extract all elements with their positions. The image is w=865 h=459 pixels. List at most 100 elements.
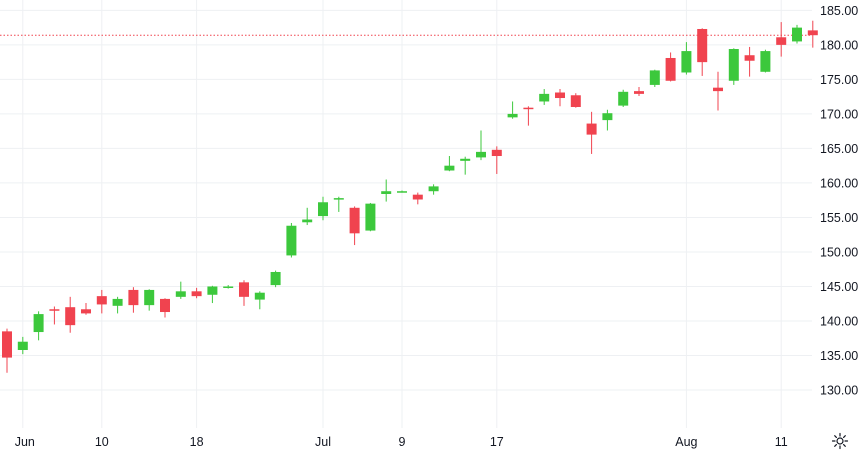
candle[interactable] — [207, 285, 218, 304]
candle[interactable] — [175, 281, 186, 299]
candle[interactable] — [33, 311, 44, 341]
candle[interactable] — [491, 146, 502, 174]
candle-body — [254, 292, 265, 300]
candle[interactable] — [539, 89, 550, 105]
candle-body — [713, 87, 723, 92]
candle[interactable] — [239, 280, 249, 306]
candle[interactable] — [792, 24, 802, 44]
candle[interactable] — [460, 156, 471, 175]
candle[interactable] — [270, 270, 281, 288]
candle-body — [207, 286, 218, 295]
candle[interactable] — [697, 28, 708, 76]
x-tick-label: Aug — [675, 435, 697, 449]
candle[interactable] — [349, 206, 360, 246]
candle[interactable] — [428, 184, 439, 195]
candle-body — [33, 314, 44, 333]
time-axis[interactable]: Jun 10 18 Jul 9 17 Aug 11 — [15, 435, 788, 449]
candle-body — [428, 186, 439, 192]
candle[interactable] — [602, 109, 613, 131]
candle[interactable] — [191, 287, 202, 299]
candle[interactable] — [760, 49, 771, 73]
chart-settings-button[interactable] — [826, 429, 854, 453]
candle[interactable] — [128, 287, 139, 313]
candle-body — [570, 95, 581, 107]
candle[interactable] — [665, 52, 676, 82]
candle[interactable] — [397, 190, 407, 193]
candle[interactable] — [254, 291, 265, 310]
candle[interactable] — [555, 89, 565, 107]
candle-body — [302, 219, 313, 223]
candle[interactable] — [333, 196, 344, 212]
x-tick-label: Jun — [15, 435, 35, 449]
candle-body — [760, 51, 771, 72]
candle[interactable] — [570, 93, 581, 108]
candle[interactable] — [776, 22, 787, 57]
candle-body — [286, 225, 297, 256]
candle-body — [81, 309, 91, 314]
candle[interactable] — [444, 156, 455, 172]
candle[interactable] — [2, 328, 12, 373]
candle[interactable] — [476, 130, 486, 161]
candle-body — [2, 331, 12, 358]
candle[interactable] — [144, 289, 155, 311]
candle[interactable] — [807, 20, 818, 48]
candle-body — [128, 289, 139, 306]
candle-body — [270, 271, 281, 286]
candle[interactable] — [649, 69, 660, 87]
candle[interactable] — [286, 222, 297, 258]
candle-body — [665, 57, 676, 81]
candle[interactable] — [412, 192, 423, 205]
candle[interactable] — [318, 196, 328, 221]
candle[interactable] — [365, 202, 376, 232]
x-tick-label: 18 — [190, 435, 204, 449]
candle[interactable] — [223, 285, 234, 289]
candle-body — [602, 113, 613, 121]
candle[interactable] — [586, 111, 597, 154]
candle-body — [681, 51, 692, 73]
price-axis[interactable]: 130.00 135.00 140.00 145.00 150.00 155.00 160.… — [820, 4, 858, 398]
candle[interactable] — [49, 306, 60, 325]
candles — [2, 20, 818, 373]
x-tick-label: 9 — [399, 435, 406, 449]
candle-body — [191, 291, 202, 297]
candle[interactable] — [302, 207, 313, 226]
x-tick-label: 10 — [95, 435, 109, 449]
candle-body — [460, 158, 471, 161]
candle[interactable] — [713, 71, 723, 111]
gear-icon — [831, 432, 849, 450]
candle[interactable] — [65, 296, 76, 333]
y-tick-label: 150.00 — [820, 245, 858, 259]
candle-body — [160, 298, 170, 313]
candle[interactable] — [160, 298, 170, 318]
candle-body — [49, 309, 60, 311]
candle-body — [634, 91, 644, 94]
candle-body — [112, 298, 123, 306]
candle[interactable] — [507, 101, 518, 119]
candle[interactable] — [81, 303, 91, 315]
candle-body — [412, 194, 423, 200]
candle-body — [792, 27, 802, 42]
x-tick-label: 11 — [775, 435, 788, 449]
candle-body — [507, 113, 518, 118]
y-tick-label: 165.00 — [820, 142, 858, 156]
x-tick-label: 17 — [490, 435, 504, 449]
candle[interactable] — [381, 179, 392, 202]
candle-body — [649, 70, 660, 85]
candle-body — [381, 191, 392, 194]
candle[interactable] — [17, 336, 28, 355]
candle[interactable] — [618, 89, 629, 107]
candle[interactable] — [96, 289, 107, 314]
grid — [0, 0, 812, 428]
candle[interactable] — [634, 86, 644, 96]
candle[interactable] — [523, 106, 534, 126]
candle-body — [728, 49, 739, 81]
candle[interactable] — [681, 42, 692, 75]
candle-body — [807, 30, 818, 36]
candle[interactable] — [744, 46, 755, 77]
candle[interactable] — [112, 296, 123, 314]
candle-body — [65, 307, 76, 326]
candle[interactable] — [728, 48, 739, 85]
candle-body — [476, 151, 486, 158]
